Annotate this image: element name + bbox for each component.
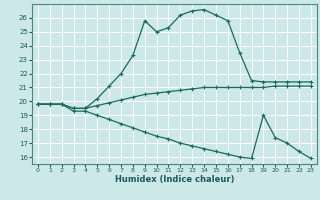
X-axis label: Humidex (Indice chaleur): Humidex (Indice chaleur) [115, 175, 234, 184]
